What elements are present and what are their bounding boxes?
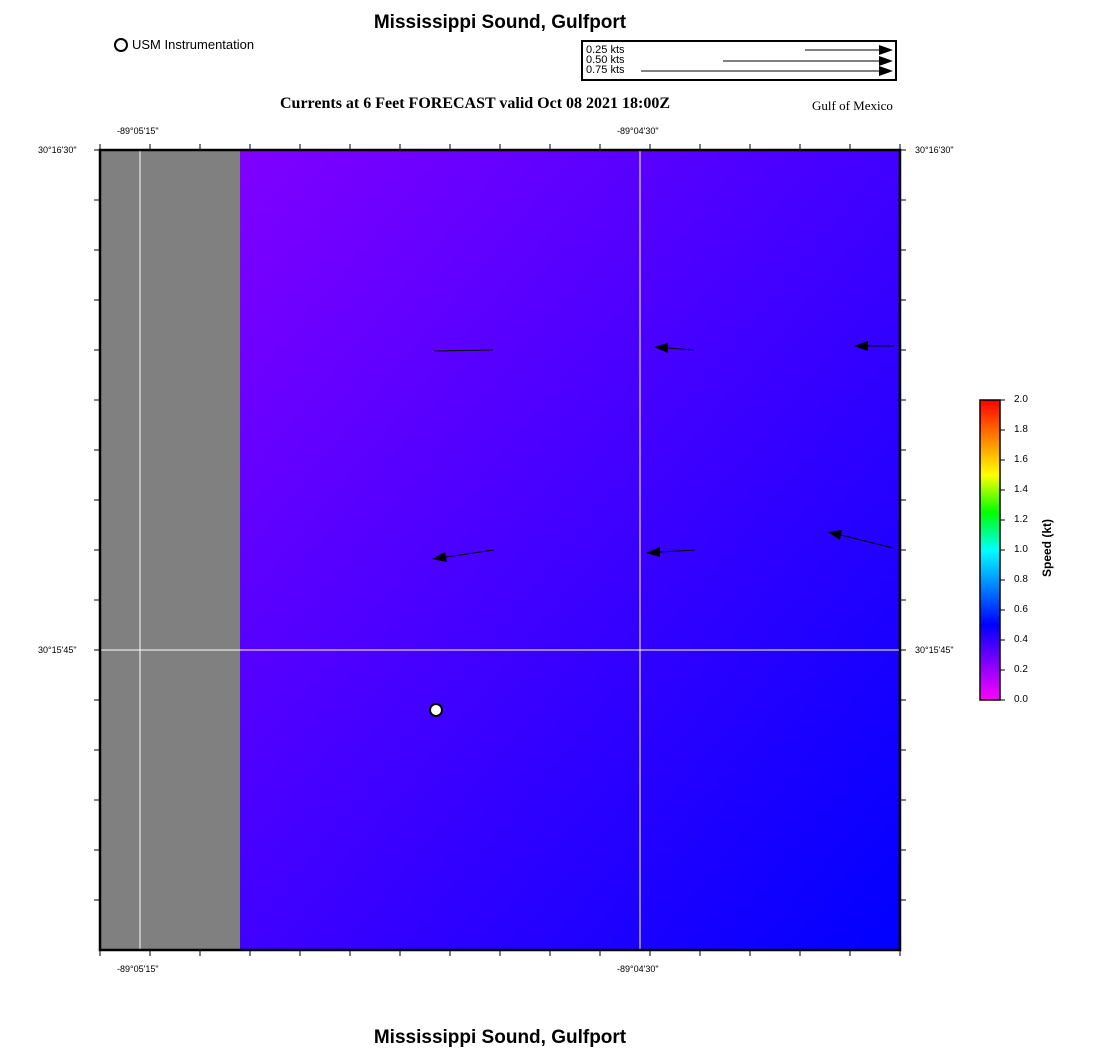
reference-arrows: [641, 45, 893, 76]
current-vectors: [432, 341, 894, 562]
ref-label-0: 0.25 kts: [586, 44, 625, 56]
colorbar-ticks: [1000, 399, 1005, 701]
ref-arrowhead-0: [879, 45, 893, 55]
colorbar-tick-label: 2.0: [1014, 394, 1028, 405]
station-legend-label: USM Instrumentation: [132, 37, 255, 52]
colorbar-tick-label: 1.2: [1014, 514, 1028, 525]
colorbar-scale: [979, 399, 1001, 701]
current-arrowhead-1: [654, 343, 668, 353]
map-frame: [98, 148, 902, 952]
current-map: [94, 144, 906, 956]
ref-label-2: 0.75 kts: [586, 64, 625, 76]
colorbar-tick-label: 0.4: [1014, 634, 1028, 645]
station-legend: USM Instrumentation: [114, 37, 254, 52]
current-vector-3: [445, 549, 495, 558]
colorbar-title: Speed (kt): [1040, 518, 1055, 578]
current-arrowhead-4: [646, 547, 660, 557]
map-title: Mississippi Sound, Gulfport: [373, 12, 627, 33]
footer-title: Mississippi Sound, Gulfport: [373, 1027, 627, 1048]
forecast-subtitle: Currents at 6 Feet FORECAST valid Oct 08…: [280, 95, 671, 112]
colorbar-tick-label: 1.4: [1014, 484, 1028, 495]
current-arrowhead-5: [828, 530, 842, 540]
lat-label-right-0: 30°16'30": [915, 145, 954, 155]
current-arrowhead-3: [432, 552, 447, 562]
current-arrowhead-2: [854, 341, 868, 351]
colorbar-tick-label: 0.0: [1014, 694, 1028, 705]
station-marker-icon: [114, 37, 128, 52]
lat-label-left-1: 30°15'45": [38, 645, 77, 655]
region-label: Gulf of Mexico: [812, 98, 893, 113]
lon-label-bottom-0: -89°05'15": [117, 964, 159, 974]
ref-arrowhead-1: [879, 56, 893, 66]
ref-label-1: 0.50 kts: [586, 54, 625, 66]
current-vector-5: [840, 534, 894, 549]
water-area: [240, 150, 900, 950]
colorbar-tick-label: 1.0: [1014, 544, 1028, 555]
colorbar-tick-label: 1.6: [1014, 454, 1028, 465]
current-vector-0: [433, 349, 494, 352]
lat-label-left-0: 30°16'30": [38, 145, 77, 155]
graticule: [100, 150, 900, 950]
lon-label-top-1: -89°04'30": [617, 126, 659, 136]
lon-label-top-0: -89°05'15": [117, 126, 159, 136]
lon-label-bottom-1: -89°04'30": [617, 964, 659, 974]
colorbar-tick-label: 0.6: [1014, 604, 1028, 615]
ref-arrowhead-2: [879, 66, 893, 76]
reference-vector-box: 0.25 kts 0.50 kts 0.75 kts: [581, 40, 897, 81]
colorbar-tick-label: 0.2: [1014, 664, 1028, 675]
current-vector-4: [659, 549, 696, 553]
lat-label-right-1: 30°15'45": [915, 645, 954, 655]
land-area: [100, 150, 240, 950]
colorbar-tick-label: 0.8: [1014, 574, 1028, 585]
colorbar-tick-label: 1.8: [1014, 424, 1028, 435]
current-vector-1: [667, 347, 695, 351]
colorbar: [979, 399, 1005, 701]
station-marker-usm[interactable]: [429, 703, 443, 717]
